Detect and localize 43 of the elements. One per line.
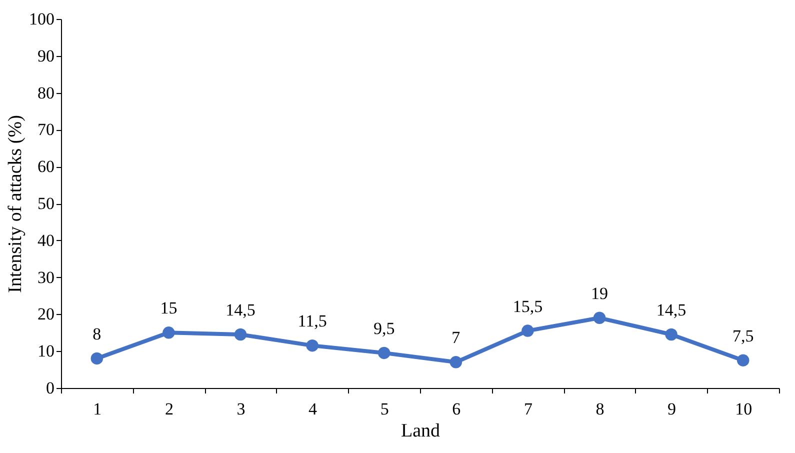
y-tick-label: 10 <box>38 342 54 361</box>
data-label: 9,5 <box>373 318 395 338</box>
x-tick-label: 1 <box>93 400 102 418</box>
y-tick-label: 20 <box>38 304 54 324</box>
x-tick-label: 9 <box>668 400 676 418</box>
point <box>522 324 534 337</box>
y-tick-label: 60 <box>38 157 54 176</box>
data-label: 7,5 <box>732 326 754 346</box>
y-tick-label: 100 <box>29 10 54 28</box>
data-label: 15 <box>160 298 178 318</box>
x-tick-label: 3 <box>236 400 246 418</box>
point <box>234 328 247 341</box>
data-label: 14,5 <box>226 300 256 320</box>
point <box>665 328 678 341</box>
point <box>162 326 175 339</box>
x-axis-title: Land <box>400 420 441 442</box>
point <box>450 356 462 368</box>
data-label: 11,5 <box>298 312 327 331</box>
y-tick-label: 30 <box>38 268 54 287</box>
point <box>306 339 318 352</box>
x-tick-label: 6 <box>452 400 461 418</box>
x-tick-label: 4 <box>308 400 318 418</box>
x-tick-label: 7 <box>524 400 533 418</box>
point <box>378 346 390 360</box>
x-tick-label: 10 <box>735 400 752 418</box>
x-tick-label: 5 <box>380 400 389 418</box>
y-tick-label: 40 <box>38 230 54 250</box>
y-tick-label: 90 <box>38 46 54 66</box>
y-tick-label: 0 <box>46 378 54 398</box>
point <box>736 354 750 366</box>
y-tick-label: 80 <box>38 83 54 102</box>
y-tick-label: 50 <box>38 194 54 213</box>
data-label: 15,5 <box>512 296 543 316</box>
y-axis-title: Intensity of attacks (%) <box>5 115 26 293</box>
data-label: 14,5 <box>656 300 686 320</box>
data-label: 19 <box>591 284 608 303</box>
x-tick-label: 8 <box>596 400 604 418</box>
point <box>593 312 606 324</box>
data-label: 8 <box>92 324 102 344</box>
point <box>90 352 104 365</box>
data-label: 7 <box>452 328 461 348</box>
x-tick-label: 2 <box>164 400 174 418</box>
y-tick-label: 70 <box>38 120 54 140</box>
